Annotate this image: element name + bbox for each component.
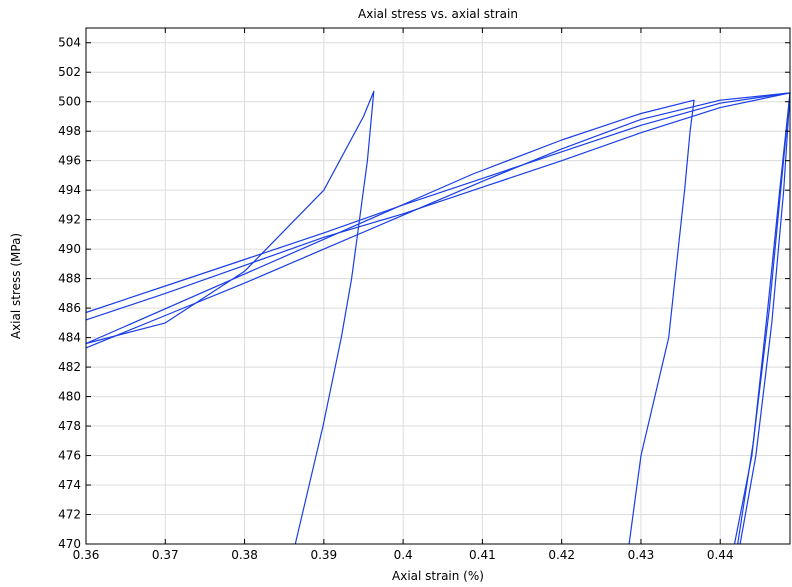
y-tick-label: 504 xyxy=(58,36,81,50)
x-axis-title: Axial strain (%) xyxy=(392,569,484,583)
series-line-4 xyxy=(85,92,791,545)
y-tick-label: 502 xyxy=(58,65,81,79)
y-tick-label: 488 xyxy=(58,272,81,286)
series-line-3 xyxy=(85,92,791,545)
y-tick-label: 478 xyxy=(58,419,81,433)
y-tick-label: 470 xyxy=(58,537,81,551)
x-tick-label: 0.36 xyxy=(73,548,100,562)
plot-lines xyxy=(85,90,791,545)
ticks xyxy=(85,28,790,545)
x-tick-label: 0.42 xyxy=(548,548,575,562)
y-tick-label: 486 xyxy=(58,301,81,315)
y-tick-label: 496 xyxy=(58,154,81,168)
y-tick-label: 482 xyxy=(58,360,81,374)
x-tick-label: 0.39 xyxy=(310,548,337,562)
plot-frame xyxy=(85,27,791,545)
x-tick-label: 0.37 xyxy=(152,548,179,562)
y-axis-title: Axial stress (MPa) xyxy=(9,233,23,339)
y-tick-label: 480 xyxy=(58,390,81,404)
y-tick-label: 490 xyxy=(58,242,81,256)
y-tick-label: 494 xyxy=(58,183,81,197)
y-tick-label: 492 xyxy=(58,213,81,227)
grid xyxy=(85,28,790,545)
y-tick-label: 498 xyxy=(58,124,81,138)
series-line-1 xyxy=(85,90,695,545)
x-tick-label: 0.38 xyxy=(231,548,258,562)
x-tick-label: 0.43 xyxy=(628,548,655,562)
series-line-2 xyxy=(85,92,791,545)
y-tick-label: 472 xyxy=(58,508,81,522)
y-tick-label: 484 xyxy=(58,331,81,345)
y-tick-label: 474 xyxy=(58,478,81,492)
chart-title: Axial stress vs. axial strain xyxy=(358,7,518,21)
y-tick-label: 476 xyxy=(58,449,81,463)
x-tick-label: 0.4 xyxy=(394,548,413,562)
x-tick-label: 0.41 xyxy=(469,548,496,562)
y-tick-label: 500 xyxy=(58,95,81,109)
x-tick-label: 0.44 xyxy=(707,548,734,562)
tick-labels: 0.36 0.37 0.38 0.39 0.4 0.41 0.42 0.43 0.44 470 47… xyxy=(58,36,733,562)
